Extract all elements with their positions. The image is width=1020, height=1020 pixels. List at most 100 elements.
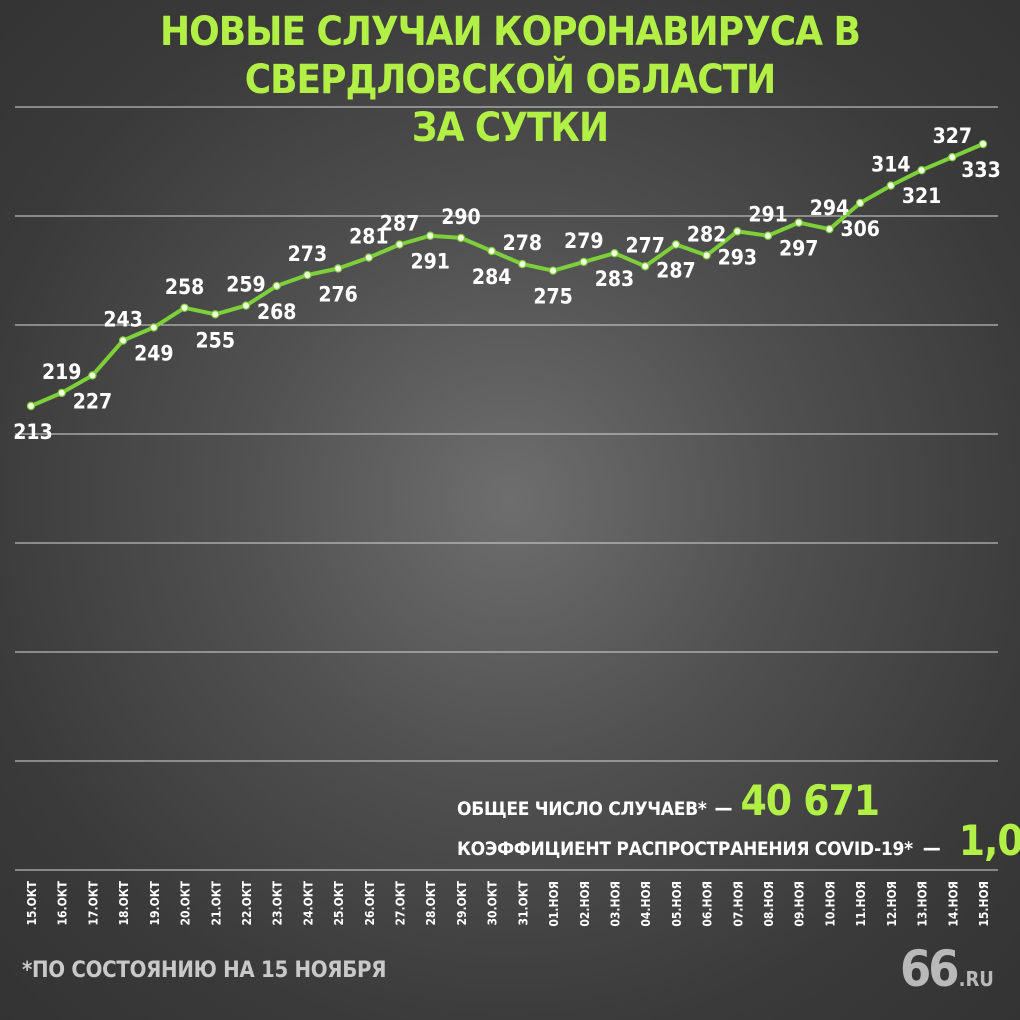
- data-point: [395, 240, 404, 249]
- x-tick-label: 10.НОЯ: [823, 881, 837, 927]
- data-label: 287: [380, 211, 419, 235]
- x-tick-label: 07.НОЯ: [731, 881, 745, 927]
- x-tick-label: 31.ОКТ: [516, 880, 530, 925]
- data-points: [26, 139, 988, 411]
- data-labels: 2132192272432492582552592682732762812872…: [13, 124, 1000, 444]
- data-point: [118, 336, 128, 345]
- data-point: [763, 231, 773, 240]
- x-tick-label: 15.НОЯ: [977, 881, 991, 927]
- data-label: 293: [718, 245, 757, 269]
- x-tick-label: 27.ОКТ: [394, 880, 408, 925]
- data-point: [671, 240, 681, 249]
- x-tick-label: 12.НОЯ: [885, 881, 899, 927]
- data-point: [917, 166, 926, 175]
- x-tick-label: 04.НОЯ: [639, 881, 653, 927]
- data-label: 259: [226, 273, 265, 297]
- logo-number: 66: [900, 940, 960, 998]
- x-tick-label: 21.ОКТ: [209, 880, 223, 925]
- data-label: 294: [810, 196, 849, 220]
- data-label: 327: [933, 124, 972, 148]
- data-label: 268: [257, 300, 296, 324]
- x-axis-tick-labels: 15.ОКТ 16.ОКТ 17.ОКТ 18.ОКТ 19.ОКТ 20.ОКТ 21.О…: [25, 880, 991, 926]
- data-point: [88, 371, 97, 380]
- x-tick-label: 06.НОЯ: [701, 881, 715, 927]
- data-label: 281: [349, 225, 388, 249]
- data-point: [241, 301, 251, 310]
- data-label: 276: [318, 282, 357, 306]
- data-point: [272, 281, 281, 291]
- chart-title: НОВЫЕ СЛУЧАИ КОРОНАВИРУСА В СВЕРДЛОВСКОЙ…: [0, 8, 1020, 152]
- x-tick-label: 28.ОКТ: [424, 880, 438, 925]
- x-tick-label: 26.ОКТ: [363, 880, 377, 925]
- data-point: [978, 139, 988, 149]
- logo-suffix: .RU: [958, 967, 994, 991]
- x-tick-label: 25.ОКТ: [332, 880, 346, 925]
- data-label: 227: [73, 389, 112, 413]
- data-label: 321: [902, 184, 941, 208]
- x-tick-label: 22.ОКТ: [240, 880, 254, 925]
- x-tick-label: 16.ОКТ: [56, 880, 70, 925]
- data-point: [487, 246, 496, 256]
- x-tick-label: 20.ОКТ: [179, 880, 193, 925]
- x-tick-label: 29.ОКТ: [455, 880, 469, 925]
- data-point: [426, 231, 435, 240]
- x-tick-label: 14.НОЯ: [946, 881, 960, 927]
- data-label: 279: [564, 229, 603, 253]
- data-point: [640, 262, 650, 271]
- data-label: 213: [13, 420, 52, 444]
- data-point: [57, 388, 66, 398]
- x-tick-label: 08.НОЯ: [762, 881, 776, 927]
- data-point: [948, 152, 957, 162]
- data-label: 297: [779, 237, 818, 261]
- x-tick-label: 01.НОЯ: [547, 881, 561, 927]
- data-label: 314: [871, 153, 910, 177]
- data-point: [333, 264, 343, 273]
- data-label: 290: [441, 205, 480, 229]
- data-label: 258: [165, 275, 204, 299]
- x-tick-label: 13.НОЯ: [916, 881, 930, 927]
- title-line-2: ЗА СУТКИ: [411, 105, 609, 151]
- x-tick-label: 05.НОЯ: [670, 881, 684, 927]
- data-label: 282: [687, 222, 726, 246]
- data-point: [886, 181, 896, 190]
- x-tick-label: 11.НОЯ: [854, 881, 868, 927]
- data-point: [303, 270, 312, 280]
- data-label: 275: [533, 285, 572, 309]
- x-tick-label: 17.ОКТ: [86, 880, 100, 925]
- data-label: 278: [503, 231, 542, 255]
- data-point: [26, 401, 36, 411]
- data-point: [855, 198, 865, 208]
- data-label: 287: [656, 258, 695, 282]
- data-label: 273: [288, 242, 327, 266]
- data-label: 306: [840, 217, 879, 241]
- data-label: 291: [748, 203, 787, 227]
- footnote: *ПО СОСТОЯНИЮ НА 15 НОЯБРЯ: [22, 958, 387, 983]
- x-tick-label: 15.ОКТ: [25, 880, 39, 925]
- data-label: 277: [625, 233, 664, 257]
- data-point: [548, 266, 558, 275]
- data-label: 243: [103, 308, 142, 332]
- title-line-1: НОВЫЕ СЛУЧАИ КОРОНАВИРУСА В СВЕРДЛОВСКОЙ…: [160, 9, 861, 103]
- data-label: 333: [961, 158, 1000, 182]
- data-point: [456, 233, 466, 243]
- data-point: [579, 257, 588, 267]
- data-point: [211, 310, 220, 319]
- x-tick-label: 03.НОЯ: [608, 881, 622, 927]
- data-label: 291: [411, 250, 450, 274]
- data-point: [149, 323, 159, 332]
- x-tick-label: 02.НОЯ: [578, 881, 592, 927]
- data-label: 249: [134, 341, 173, 365]
- series-line: [29, 142, 985, 408]
- data-label: 284: [472, 265, 511, 289]
- data-point: [794, 218, 803, 227]
- data-point: [733, 227, 742, 236]
- x-tick-label: 24.ОКТ: [301, 880, 315, 925]
- data-point: [825, 224, 834, 234]
- site-logo: 66 .RU: [900, 940, 994, 998]
- data-point: [702, 251, 711, 260]
- x-tick-label: 19.ОКТ: [148, 880, 162, 925]
- data-point: [518, 259, 527, 269]
- data-label: 255: [196, 328, 235, 352]
- x-tick-label: 09.НОЯ: [793, 881, 807, 927]
- data-point: [180, 303, 189, 312]
